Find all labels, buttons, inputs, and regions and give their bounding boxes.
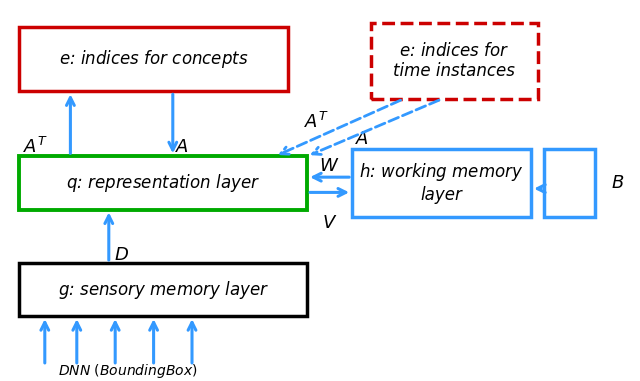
FancyBboxPatch shape bbox=[19, 263, 307, 316]
FancyBboxPatch shape bbox=[544, 149, 595, 217]
Text: $DNN$ $(BoundingBox)$: $DNN$ $(BoundingBox)$ bbox=[58, 362, 198, 381]
FancyBboxPatch shape bbox=[352, 149, 531, 217]
Text: $A^T$: $A^T$ bbox=[22, 137, 48, 157]
Text: $h$: working memory
layer: $h$: working memory layer bbox=[360, 162, 524, 204]
Text: $e$: indices for
time instances: $e$: indices for time instances bbox=[394, 42, 515, 80]
Text: $D$: $D$ bbox=[114, 246, 129, 264]
FancyBboxPatch shape bbox=[19, 156, 307, 210]
FancyBboxPatch shape bbox=[19, 27, 288, 91]
Text: $B$: $B$ bbox=[611, 174, 624, 192]
Text: $V$: $V$ bbox=[322, 214, 337, 232]
Text: $g$: sensory memory layer: $g$: sensory memory layer bbox=[58, 279, 269, 301]
Text: $q$: representation layer: $q$: representation layer bbox=[66, 172, 260, 194]
FancyBboxPatch shape bbox=[371, 23, 538, 99]
Text: $e$: indices for concepts: $e$: indices for concepts bbox=[59, 48, 248, 70]
Text: $A$: $A$ bbox=[175, 138, 189, 156]
Text: $W$: $W$ bbox=[319, 157, 340, 175]
Text: $A^T$: $A^T$ bbox=[304, 112, 330, 132]
Text: $A$: $A$ bbox=[355, 130, 369, 148]
